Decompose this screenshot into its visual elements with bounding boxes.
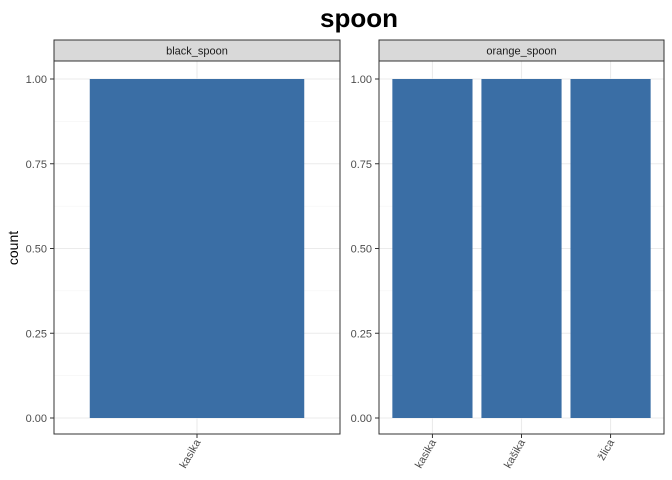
bar-orange_spoon-1 <box>392 79 473 418</box>
y-tick-label: 0.75 <box>26 159 47 171</box>
y-tick-label: 0.25 <box>351 328 372 340</box>
x-tick-label: kasika <box>178 437 204 471</box>
y-tick-label: 1.00 <box>351 74 372 86</box>
y-tick-label: 0.50 <box>351 244 372 256</box>
bar-orange_spoon-3 <box>570 79 651 418</box>
y-tick-label: 0.00 <box>26 413 47 425</box>
chart-title: spoon <box>320 3 398 33</box>
facet-strip-label: black_spoon <box>166 46 228 58</box>
bar-orange_spoon-2 <box>481 79 562 418</box>
bar-black_spoon-1 <box>89 79 305 418</box>
y-axis-title: count <box>5 231 21 265</box>
facet-panels: kasika0.000.250.500.751.00black_spoonkas… <box>26 39 665 471</box>
facet-strip <box>378 39 665 62</box>
x-tick-label: kasika <box>413 437 439 471</box>
x-tick-label: kašika <box>502 437 528 471</box>
y-tick-label: 1.00 <box>26 74 47 86</box>
facet-panel-orange_spoon: kasika kašika žlica 0.00 0.25 0.50 0.75 1.00 ora… <box>351 39 665 471</box>
y-tick-label: 0.75 <box>351 159 372 171</box>
facet-panel-black_spoon: kasika 0.00 0.25 0.50 0.75 1.00 black_spoon <box>26 39 341 471</box>
y-tick-label: 0.50 <box>26 244 47 256</box>
x-tick-label: žlica <box>596 437 618 463</box>
y-tick-label: 0.00 <box>351 413 372 425</box>
facet-strip-label: orange_spoon <box>486 46 556 58</box>
facet-strip <box>53 39 341 62</box>
y-tick-label: 0.25 <box>26 328 47 340</box>
